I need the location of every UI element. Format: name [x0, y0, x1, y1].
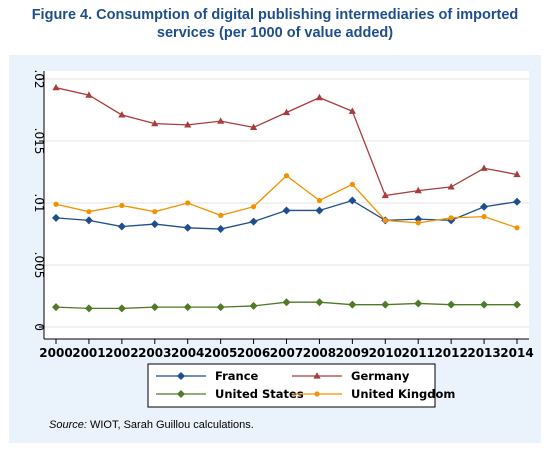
data-point-united-states: [348, 300, 357, 309]
data-point-germany: [381, 191, 389, 199]
x-tick-label: 2002: [105, 346, 138, 360]
data-point-germany: [217, 117, 225, 124]
data-point-germany: [447, 183, 455, 190]
y-tick-label: 0: [32, 323, 46, 331]
data-point-united-states: [150, 303, 159, 312]
data-point-united-kingdom: [415, 220, 421, 226]
data-point-united-kingdom: [185, 200, 191, 206]
x-tick-label: 2008: [303, 346, 336, 360]
data-point-united-states: [52, 303, 60, 312]
data-point-germany: [249, 123, 258, 130]
source-text: WIOT, Sarah Guillou calculations.: [86, 419, 254, 431]
x-tick-label: 2010: [369, 346, 402, 360]
legend-marker-france: [177, 372, 185, 380]
data-point-united-kingdom: [514, 225, 520, 231]
data-point-united-kingdom: [250, 204, 257, 210]
x-tick-label: 2014: [500, 346, 533, 360]
data-point-france: [480, 202, 489, 211]
x-tick-label: 2006: [237, 346, 270, 360]
data-point-united-kingdom: [53, 201, 59, 207]
data-point-united-kingdom: [218, 212, 224, 218]
source-label: Source:: [49, 419, 87, 431]
data-point-united-states: [117, 304, 126, 313]
y-tick-label: .015: [32, 128, 46, 155]
data-point-united-kingdom: [119, 202, 125, 209]
data-point-united-states: [447, 300, 456, 309]
data-point-germany: [151, 119, 159, 127]
legend-label-united-kingdom: United Kingdom: [351, 387, 455, 401]
legend-label-united-states: United States: [215, 387, 304, 401]
legend-label-germany: Germany: [351, 369, 410, 383]
figure-title-line-1: Figure 4. Consumption of digital publish…: [31, 7, 519, 23]
y-tick-label: .02: [32, 69, 46, 88]
data-point-germany: [118, 111, 126, 118]
data-point-united-states: [183, 303, 192, 312]
data-point-united-kingdom: [382, 217, 388, 223]
data-point-united-kingdom: [316, 197, 323, 204]
data-point-france: [282, 206, 291, 215]
data-point-france: [52, 213, 60, 222]
source-note: Source: WIOT, Sarah Guillou calculations…: [49, 419, 254, 431]
data-point-united-kingdom: [86, 209, 92, 215]
legend-marker-united-states: [177, 390, 185, 398]
data-point-germany: [414, 186, 422, 194]
data-point-united-states: [414, 299, 423, 308]
data-point-germany: [52, 83, 60, 91]
x-tick-label: 2004: [171, 346, 204, 360]
data-point-germany: [348, 107, 356, 114]
data-point-united-states: [216, 303, 225, 312]
data-point-united-states: [480, 300, 489, 309]
x-tick-label: 2001: [72, 346, 105, 360]
data-point-germany: [282, 108, 291, 116]
data-point-germany: [480, 164, 488, 171]
x-tick-label: 2013: [467, 346, 500, 360]
data-point-france: [348, 196, 357, 205]
data-point-united-kingdom: [152, 209, 158, 215]
data-point-france: [150, 220, 159, 229]
data-point-france: [216, 225, 225, 234]
data-point-germany: [513, 170, 521, 178]
data-point-france: [513, 197, 521, 206]
x-tick-label: 2007: [270, 346, 303, 360]
figure-title: Figure 4. Consumption of digital publish…: [0, 6, 550, 42]
figure-title-line-2: services (per 1000 of value added): [156, 25, 394, 41]
legend-box: [147, 363, 436, 408]
data-point-germany: [184, 121, 192, 128]
data-point-france: [414, 215, 423, 224]
x-tick-label: 2005: [204, 346, 237, 360]
x-tick-label: 2003: [138, 346, 171, 360]
data-point-france: [117, 222, 126, 231]
data-point-united-states: [513, 300, 521, 309]
y-tick-label: .01: [32, 193, 46, 212]
data-point-united-states: [282, 298, 291, 307]
x-tick-label: 2012: [434, 346, 467, 360]
x-tick-label: 2011: [402, 346, 435, 360]
data-point-france: [84, 216, 93, 225]
data-point-germany: [85, 91, 93, 98]
data-point-united-states: [315, 298, 324, 307]
legend-label-france: France: [215, 369, 259, 383]
data-point-france: [249, 217, 258, 226]
data-point-united-kingdom: [283, 173, 290, 179]
data-point-united-states: [84, 304, 93, 313]
legend-marker-germany: [313, 372, 321, 379]
data-point-united-states: [381, 300, 390, 309]
data-point-france: [315, 206, 324, 215]
x-tick-label: 2009: [336, 346, 369, 360]
data-point-united-kingdom: [448, 215, 454, 221]
x-tick-label: 2000: [39, 346, 72, 360]
y-tick-label: .005: [32, 252, 46, 279]
data-point-united-states: [249, 301, 258, 310]
data-point-france: [183, 223, 192, 232]
legend-marker-united-kingdom: [314, 391, 320, 397]
data-point-united-kingdom: [481, 214, 487, 220]
data-point-united-kingdom: [349, 181, 355, 187]
data-point-germany: [315, 93, 324, 101]
